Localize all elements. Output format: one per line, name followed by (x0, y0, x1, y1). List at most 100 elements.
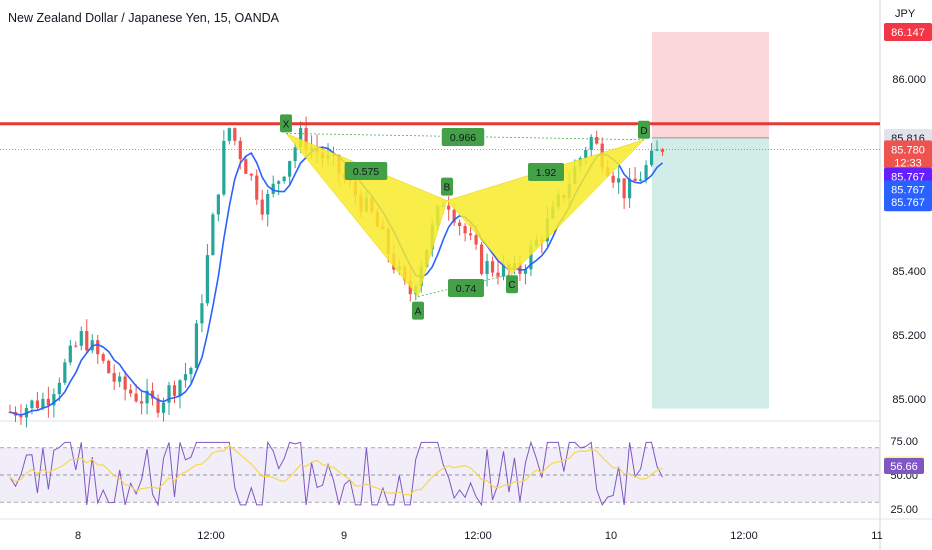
candle-body (30, 400, 34, 408)
candle-body (222, 140, 226, 195)
ratio-badge (441, 128, 485, 146)
pattern-point-label: B (444, 183, 451, 194)
candle-body (183, 374, 188, 381)
candle-body (194, 323, 199, 369)
pattern-point-label: C (508, 280, 515, 291)
candle-body (271, 183, 275, 194)
rsi-value-label: 56.66 (890, 461, 918, 473)
candle-body (260, 199, 264, 215)
ratio-label: 0.966 (450, 132, 476, 144)
candle-body (211, 214, 215, 256)
take-profit-zone (652, 137, 769, 409)
price-tick-label: 85.400 (892, 266, 926, 278)
candle-body (469, 233, 473, 236)
price-axis-badge (884, 193, 932, 212)
candle-body (96, 340, 100, 355)
candle-body (41, 398, 45, 409)
candle-body (649, 150, 654, 166)
candle-body (129, 389, 133, 394)
time-tick-label: 12:00 (730, 530, 758, 542)
rsi-line (9, 440, 663, 507)
candle-body (140, 401, 144, 404)
price-axis-badge (884, 22, 932, 41)
pattern-triangle-bcd (446, 139, 645, 275)
candle-body (288, 161, 292, 177)
ratio-label: 1.92 (536, 167, 557, 179)
candle-body (496, 272, 500, 277)
candle-body (463, 226, 467, 234)
candle-body (523, 269, 528, 274)
ratio-label: 0.74 (456, 283, 477, 295)
price-axis-badge-label: 86.147 (891, 27, 925, 39)
candle-body (57, 382, 61, 395)
time-tick-label: 12:00 (464, 530, 492, 542)
candle-body (660, 149, 665, 152)
candle-body (611, 175, 615, 183)
candle-body (628, 178, 632, 199)
chart-title: New Zealand Dollar / Japanese Yen, 15, O… (8, 11, 279, 25)
pattern-point-badge (280, 114, 292, 133)
candle-body (479, 244, 484, 274)
ratio-badge (344, 162, 388, 180)
candle-body (52, 394, 56, 406)
pattern-point-badge (506, 275, 518, 294)
candle-body (249, 173, 253, 176)
candle-body (277, 181, 281, 184)
candle-body (299, 128, 303, 148)
time-tick-label: 8 (75, 530, 81, 542)
rsi-signal-line (9, 444, 663, 496)
candle-body (501, 263, 506, 277)
candle-body (655, 149, 659, 151)
candle-body (63, 362, 67, 383)
candle-body (74, 345, 78, 347)
candle-body (452, 209, 456, 223)
candle-body (644, 165, 648, 180)
candle-body (304, 128, 308, 151)
time-tick-label: 12:00 (197, 530, 225, 542)
candle-countdown-label: 12:33 (894, 157, 922, 169)
candle-body (35, 400, 40, 409)
price-tick-label: 86.000 (892, 74, 926, 86)
candle-body (161, 402, 166, 413)
candle-body (156, 398, 160, 413)
candle-body (200, 303, 204, 324)
candle-body (68, 345, 72, 363)
rsi-value-badge (884, 457, 924, 474)
candle-body (622, 178, 626, 199)
time-tick-label: 9 (341, 530, 347, 542)
candle-body (595, 136, 599, 144)
candle-body (447, 205, 451, 210)
candle-body (79, 331, 83, 346)
candle-body (118, 376, 122, 382)
candle-body (145, 390, 149, 404)
candle-body (205, 255, 209, 304)
candle-body (255, 175, 259, 200)
pattern-triangle-xab (285, 133, 448, 298)
ratio-badge (448, 279, 484, 297)
candle-body (293, 147, 297, 162)
pattern-point-badge (412, 301, 424, 320)
rsi-tick-label: 25.00 (890, 504, 918, 516)
candle-body (189, 368, 193, 375)
candle-body (529, 246, 533, 270)
price-axis-badge-label: 85.780 (891, 144, 925, 156)
price-axis-badge-label: 85.767 (891, 197, 925, 209)
candle-body (266, 193, 270, 215)
candle-body (123, 376, 127, 390)
candle-body (617, 178, 621, 183)
rsi-band-fill (0, 447, 880, 503)
candle-body (85, 331, 89, 351)
candle-body (238, 140, 242, 160)
time-tick-label: 10 (605, 530, 617, 542)
pattern-point-badge (441, 177, 453, 196)
candle-body (19, 415, 23, 418)
ratio-badge (528, 163, 564, 181)
candle-body (282, 176, 286, 182)
candle-body (216, 194, 220, 215)
rsi-tick-label: 75.00 (890, 436, 918, 448)
candle-body (584, 149, 588, 159)
candle-body (458, 222, 462, 227)
candle-body (227, 128, 231, 141)
